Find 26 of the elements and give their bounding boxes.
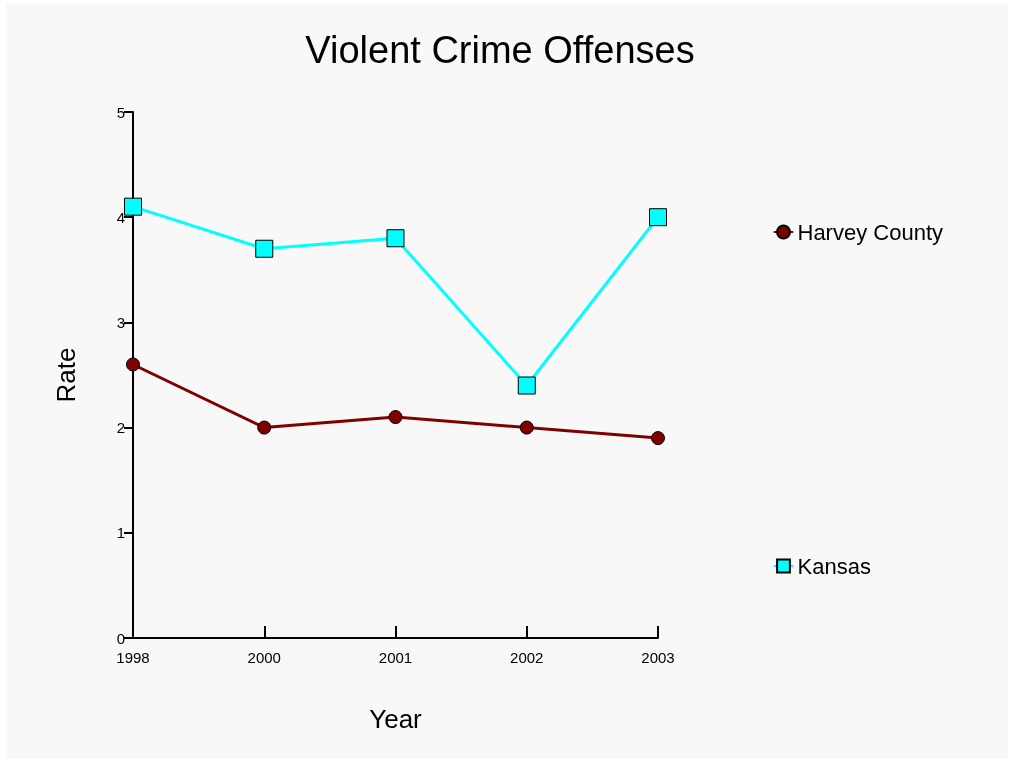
x-tick-label: 2000 <box>247 649 281 666</box>
x-axis-title: Year <box>369 704 423 734</box>
point <box>519 420 534 435</box>
point <box>651 431 665 446</box>
legend-label: Harvey County <box>797 219 944 245</box>
y-tick-label: 3 <box>116 313 125 331</box>
x-tick-label: 1998 <box>116 649 150 666</box>
y-tick-label: 0 <box>116 629 125 647</box>
y-tick-label: 4 <box>116 208 125 226</box>
point <box>386 229 405 248</box>
y-tick-label: 1 <box>116 524 125 542</box>
x-tick-label: 2001 <box>378 649 413 666</box>
point <box>388 410 403 425</box>
y-axis-title: Rate <box>51 347 81 403</box>
point <box>124 197 142 216</box>
point <box>649 208 667 227</box>
legend-label: Kansas <box>797 553 871 579</box>
point <box>257 420 272 435</box>
y-tick-label: 5 <box>116 103 125 121</box>
chart-title: Violent Crime Offenses <box>305 29 695 71</box>
point <box>126 357 140 372</box>
point <box>517 376 536 395</box>
x-tick-label: 2003 <box>641 649 675 666</box>
point <box>255 239 274 258</box>
x-tick-label: 2002 <box>510 649 544 666</box>
y-tick-label: 2 <box>116 419 125 437</box>
